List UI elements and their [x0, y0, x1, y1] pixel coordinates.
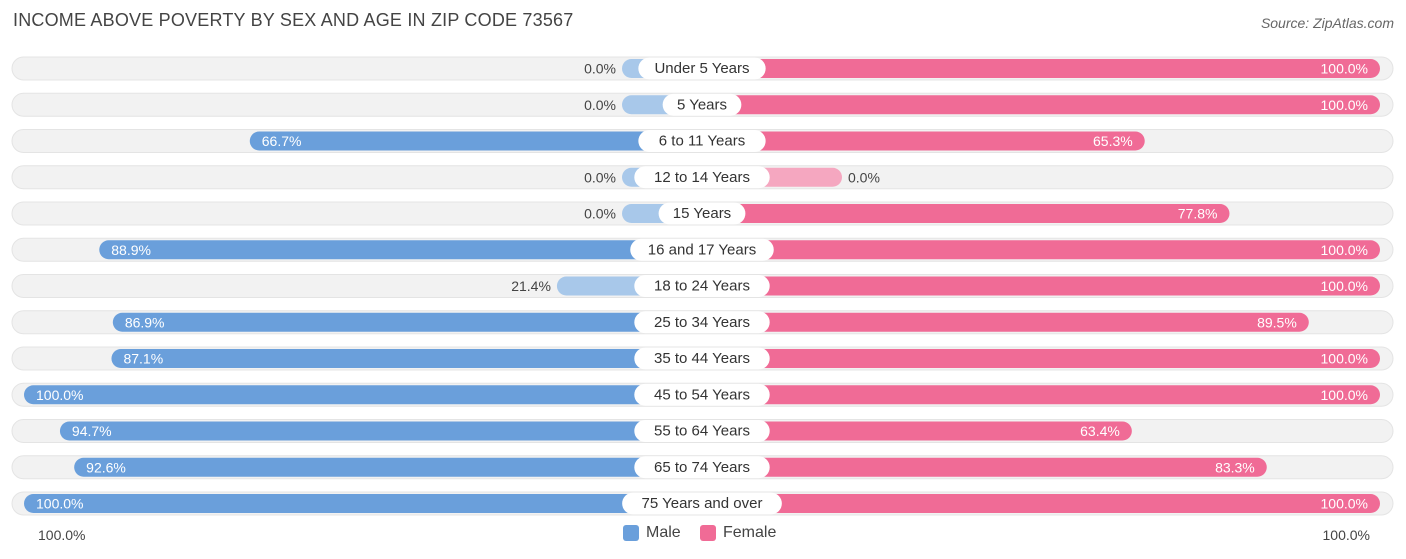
male-value-label: 100.0%	[36, 496, 83, 512]
legend-item-male: Male	[623, 524, 681, 542]
female-bar	[702, 457, 1267, 477]
legend-label-male: Male	[646, 524, 681, 541]
category-label: 12 to 14 Years	[654, 169, 750, 186]
category-label: 45 to 54 Years	[654, 386, 750, 403]
category-pill	[662, 93, 742, 116]
female-value-label: 100.0%	[1321, 496, 1368, 512]
female-bar	[702, 276, 1380, 296]
category-label: 65 to 74 Years	[654, 459, 750, 476]
female-value-label: 0.0%	[848, 169, 880, 185]
male-value-label: 0.0%	[584, 169, 616, 185]
female-bar	[702, 494, 1380, 513]
male-value-label: 88.9%	[111, 242, 151, 258]
category-label: 16 and 17 Years	[648, 241, 756, 258]
category-label: 15 Years	[673, 205, 731, 222]
male-bar	[59, 421, 702, 441]
male-value-label: 92.6%	[86, 459, 126, 475]
female-bar	[702, 204, 1230, 223]
female-value-label: 100.0%	[1321, 387, 1368, 403]
category-pill	[658, 202, 746, 225]
male-bar	[24, 385, 702, 405]
category-label: Under 5 Years	[654, 60, 749, 77]
right-axis-label: 100.0%	[1322, 527, 1370, 543]
legend: Male Female	[0, 524, 1406, 544]
female-swatch	[700, 525, 716, 541]
male-value-label: 86.9%	[125, 314, 165, 330]
male-value-label: 87.1%	[123, 351, 163, 367]
male-bar	[111, 349, 703, 368]
female-value-label: 100.0%	[1321, 61, 1368, 77]
category-label: 25 to 34 Years	[654, 314, 750, 331]
female-bar	[702, 312, 1309, 332]
category-label: 18 to 24 Years	[654, 278, 750, 295]
male-value-label: 0.0%	[584, 61, 616, 77]
male-value-label: 21.4%	[511, 278, 551, 294]
category-label: 35 to 44 Years	[654, 350, 750, 367]
female-value-label: 100.0%	[1321, 351, 1368, 367]
female-value-label: 100.0%	[1321, 278, 1368, 294]
female-bar	[702, 349, 1380, 368]
female-value-label: 100.0%	[1321, 97, 1368, 113]
category-pill	[634, 456, 770, 479]
source-note: Source: ZipAtlas.com	[1260, 15, 1394, 31]
female-value-label: 83.3%	[1215, 459, 1255, 475]
legend-item-female: Female	[700, 524, 776, 542]
category-pill	[638, 130, 766, 152]
left-axis-label: 100.0%	[38, 527, 86, 543]
male-value-label: 100.0%	[36, 387, 83, 403]
category-pill	[630, 238, 774, 261]
category-pill	[634, 383, 770, 406]
category-pill	[638, 57, 766, 80]
chart-plot: Under 5 Years 0.0% 100.0% 5 Years 0.0% 100.0%…	[11, 56, 1394, 516]
category-pill	[622, 492, 782, 515]
male-swatch	[623, 525, 639, 541]
female-bar	[702, 95, 1380, 115]
category-label: 6 to 11 Years	[659, 133, 745, 150]
category-pill	[634, 166, 770, 189]
male-value-label: 0.0%	[584, 97, 616, 113]
male-value-label: 66.7%	[262, 133, 302, 149]
category-pill	[634, 311, 770, 334]
female-value-label: 89.5%	[1257, 314, 1297, 330]
legend-label-female: Female	[723, 524, 777, 541]
female-value-label: 100.0%	[1321, 242, 1368, 258]
female-bar	[702, 131, 1145, 151]
female-bar	[702, 59, 1380, 78]
female-value-label: 63.4%	[1080, 423, 1120, 439]
female-bar	[702, 240, 1380, 260]
category-pill	[634, 347, 770, 370]
male-bar	[249, 131, 703, 151]
category-label: 75 Years and over	[642, 495, 763, 512]
female-bar	[702, 421, 1132, 441]
male-value-label: 94.7%	[72, 423, 112, 439]
male-bar	[112, 312, 703, 332]
category-label: 55 to 64 Years	[654, 423, 750, 440]
male-bar	[24, 494, 702, 513]
female-value-label: 65.3%	[1093, 133, 1133, 149]
male-value-label: 0.0%	[584, 206, 616, 222]
category-pill	[634, 420, 770, 442]
category-pill	[634, 275, 770, 297]
male-bar	[74, 457, 702, 477]
female-bar	[702, 385, 1380, 405]
female-value-label: 77.8%	[1178, 206, 1218, 222]
category-label: 5 Years	[677, 96, 727, 113]
male-bar	[99, 240, 703, 260]
chart-title: INCOME ABOVE POVERTY BY SEX AND AGE IN Z…	[13, 10, 574, 30]
